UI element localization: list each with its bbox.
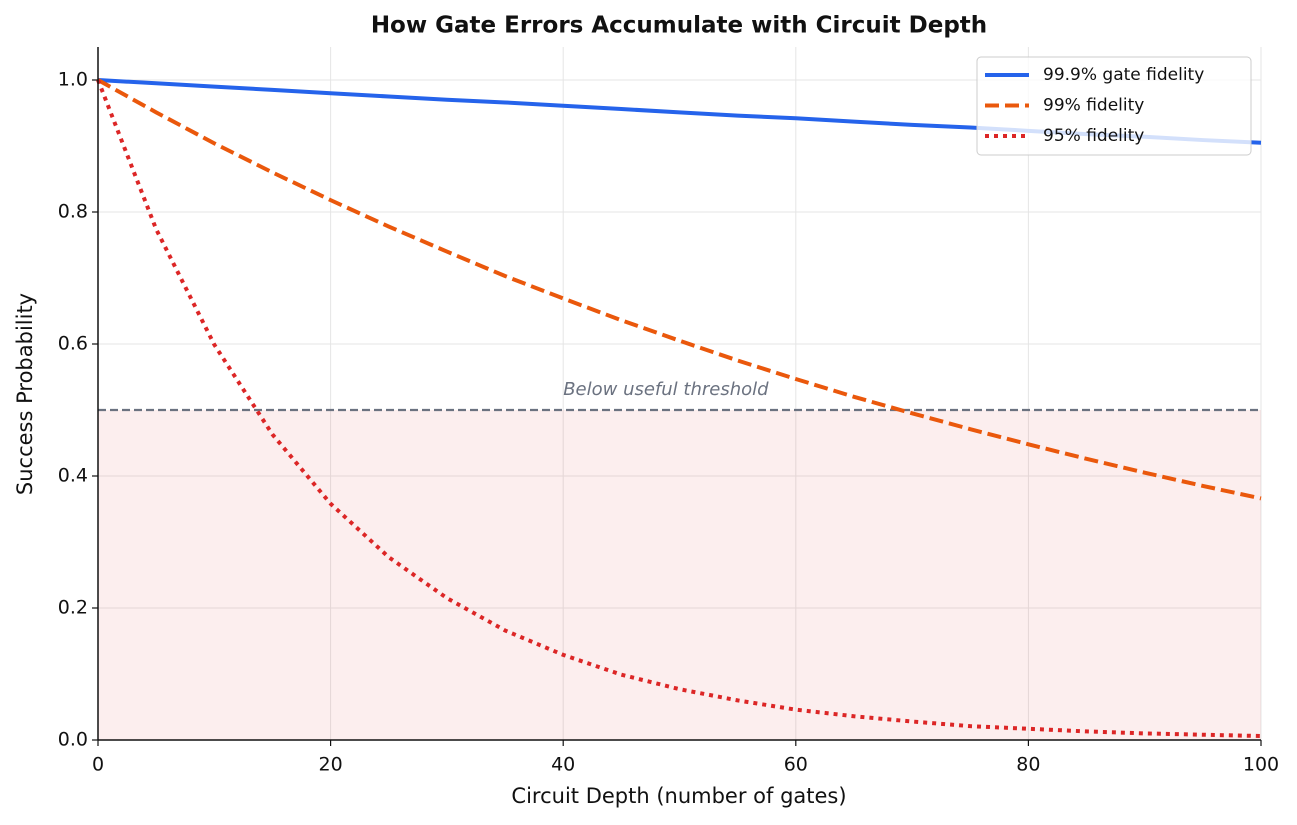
y-tick-label: 0.4: [58, 465, 88, 487]
x-tick-label: 40: [551, 754, 575, 776]
x-tick-label: 100: [1243, 754, 1279, 776]
legend-box: [976, 56, 1252, 156]
x-tick-label: 0: [92, 754, 104, 776]
x-axis-label: Circuit Depth (number of gates): [511, 784, 846, 808]
legend-label: 99.9% gate fidelity: [1043, 65, 1204, 85]
legend-label: 95% fidelity: [1043, 126, 1144, 146]
x-tick-label: 60: [784, 754, 808, 776]
legend: 99.9% gate fidelity 99% fidelity 95% fidel…: [976, 56, 1252, 156]
series-line: [96, 79, 1262, 739]
legend-label: 99% fidelity: [1043, 96, 1144, 116]
threshold-label: Below useful threshold: [563, 379, 769, 400]
threshold-zone: [98, 410, 1261, 740]
y-axis-label: Success Probability: [13, 293, 37, 495]
y-tick-label: 0.0: [58, 729, 88, 751]
x-tick-label: 20: [319, 754, 343, 776]
chart-title: How Gate Errors Accumulate with Circuit …: [371, 13, 987, 39]
y-tick-label: 0.8: [58, 201, 88, 223]
series-line: [97, 78, 1262, 501]
y-tick-label: 0.6: [58, 333, 88, 355]
y-tick-label: 1.0: [58, 69, 88, 91]
y-tick-label: 0.2: [58, 597, 88, 619]
x-tick-label: 80: [1016, 754, 1040, 776]
